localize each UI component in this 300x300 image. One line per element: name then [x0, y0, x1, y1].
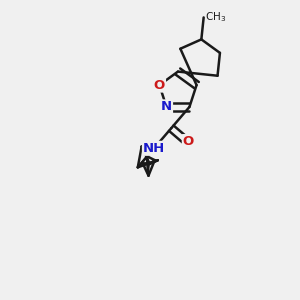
Text: CH$_3$: CH$_3$ [206, 11, 226, 24]
Text: NH: NH [143, 142, 165, 155]
Text: N: N [161, 100, 172, 113]
Text: O: O [154, 79, 165, 92]
Text: O: O [183, 135, 194, 148]
